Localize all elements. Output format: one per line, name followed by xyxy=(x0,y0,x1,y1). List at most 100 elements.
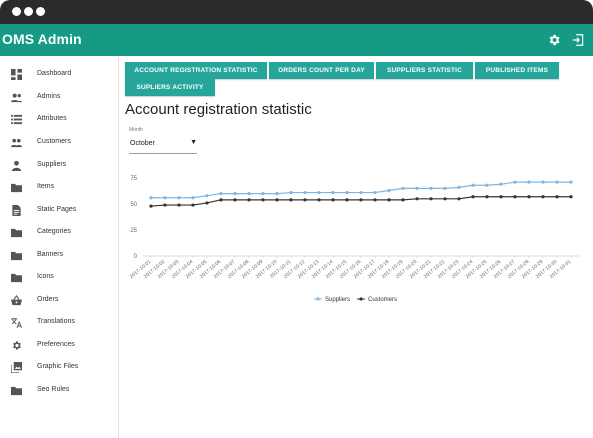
list-icon xyxy=(11,114,22,125)
month-select-value: October xyxy=(130,140,155,147)
sidebar-item-seo-rules[interactable]: Seo Rules xyxy=(0,380,118,402)
logout-icon[interactable] xyxy=(571,33,585,47)
sidebar-item-label: Categories xyxy=(37,228,71,235)
data-point-customers xyxy=(177,203,181,207)
data-point-suppliers xyxy=(303,190,307,195)
person-icon xyxy=(11,160,22,171)
data-point-customers xyxy=(219,198,223,202)
data-point-suppliers xyxy=(205,194,209,198)
data-point-suppliers xyxy=(415,186,419,190)
sidebar-item-label: Attributes xyxy=(37,115,67,122)
data-point-customers xyxy=(429,197,433,201)
data-point-suppliers xyxy=(513,180,517,184)
tab-suppliers-statistic[interactable]: SUPPLIERS STATISTIC xyxy=(376,62,473,79)
sidebar-item-label: Dashboard xyxy=(37,70,72,77)
data-point-customers xyxy=(191,203,195,207)
data-point-customers xyxy=(149,204,153,208)
sidebar-item-label: Items xyxy=(37,183,55,190)
y-tick-label: 0 xyxy=(134,254,138,260)
sidebar-item-banners[interactable]: Banners xyxy=(0,245,118,267)
customers-icon xyxy=(11,138,22,148)
data-point-suppliers xyxy=(191,196,195,200)
data-point-customers xyxy=(359,198,363,202)
data-point-customers xyxy=(401,198,405,202)
sidebar-item-preferences[interactable]: Preferences xyxy=(0,335,118,357)
sidebar-item-icons[interactable]: Icons xyxy=(0,267,118,289)
folder-icon xyxy=(11,228,22,238)
data-point-suppliers xyxy=(163,196,167,200)
window-maximize-dot[interactable] xyxy=(36,7,45,16)
data-point-suppliers xyxy=(555,180,559,184)
tab-published-items[interactable]: PUBLISHED ITEMS xyxy=(475,62,559,79)
window-minimize-dot[interactable] xyxy=(24,7,33,16)
data-point-suppliers xyxy=(233,192,237,196)
data-point-suppliers xyxy=(499,182,503,186)
data-point-suppliers xyxy=(443,186,447,190)
sidebar-item-translations[interactable]: Translations xyxy=(0,312,118,334)
sidebar-item-label: Customers xyxy=(37,138,71,145)
gear-icon[interactable] xyxy=(547,33,561,47)
series-line-suppliers xyxy=(151,181,571,199)
data-point-suppliers xyxy=(275,192,279,196)
admins-icon xyxy=(11,93,22,103)
window-close-dot[interactable] xyxy=(12,7,21,16)
document-icon xyxy=(12,205,21,216)
legend-swatch-marker xyxy=(359,297,363,301)
basket-icon xyxy=(11,295,22,306)
month-select[interactable]: October ▼ xyxy=(129,136,197,154)
data-point-customers xyxy=(317,198,321,202)
sidebar-item-label: Static Pages xyxy=(37,206,77,213)
tab-account-registration-statistic[interactable]: ACCOUNT REGISTRATION STATISTIC xyxy=(125,62,267,79)
folder-icon xyxy=(11,273,22,283)
sidebar-item-customers[interactable]: Customers xyxy=(0,132,118,154)
sidebar-item-categories[interactable]: Categories xyxy=(0,222,118,244)
sidebar-item-label: Translations xyxy=(37,318,75,325)
data-point-customers xyxy=(541,195,545,199)
app-title: OMS Admin xyxy=(2,31,82,47)
main-content: ACCOUNT REGISTRATION STATISTIC ORDERS CO… xyxy=(119,56,593,438)
data-point-suppliers xyxy=(471,183,475,187)
data-point-suppliers xyxy=(261,192,265,196)
data-point-suppliers xyxy=(317,190,321,195)
legend-label-suppliers: Suppliers xyxy=(325,297,350,303)
sidebar-item-static-pages[interactable]: Static Pages xyxy=(0,200,118,222)
tab-suppliers-activity[interactable]: SUPLIERS ACTIVITY xyxy=(125,79,215,96)
data-point-customers xyxy=(331,198,335,202)
data-point-customers xyxy=(471,195,475,199)
sidebar-item-label: Suppliers xyxy=(37,161,67,168)
data-point-customers xyxy=(415,197,419,201)
data-point-customers xyxy=(303,198,307,202)
registration-line-chart: 02550752017-10-012017-10-022017-10-03201… xyxy=(129,176,579,303)
data-point-customers xyxy=(485,195,489,199)
sidebar-item-dashboard[interactable]: Dashboard xyxy=(0,64,118,86)
data-point-suppliers xyxy=(457,185,461,189)
sidebar-item-admins[interactable]: Admins xyxy=(0,87,118,109)
data-point-suppliers xyxy=(541,180,545,184)
data-point-suppliers xyxy=(387,188,391,193)
sidebar-item-orders[interactable]: Orders xyxy=(0,290,118,312)
sidebar-item-label: Seo Rules xyxy=(37,386,70,393)
sidebar-item-label: Graphic Files xyxy=(37,363,79,370)
data-point-suppliers xyxy=(527,180,531,184)
data-point-suppliers xyxy=(373,190,377,195)
sidebar-item-attributes[interactable]: Attributes xyxy=(0,109,118,131)
data-point-suppliers xyxy=(401,186,405,190)
y-tick-label: 75 xyxy=(130,176,137,182)
sidebar-item-suppliers[interactable]: Suppliers xyxy=(0,155,118,177)
data-point-customers xyxy=(275,198,279,202)
chevron-down-icon: ▼ xyxy=(190,139,197,146)
translate-icon xyxy=(11,317,22,328)
data-point-customers xyxy=(527,195,531,199)
data-point-customers xyxy=(457,197,461,201)
data-point-customers xyxy=(163,203,167,207)
data-point-customers xyxy=(499,195,503,199)
data-point-customers xyxy=(345,198,349,202)
folder-icon xyxy=(11,183,22,193)
sidebar-item-items[interactable]: Items xyxy=(0,177,118,199)
sidebar-item-label: Preferences xyxy=(37,341,75,348)
data-point-customers xyxy=(443,197,447,201)
sidebar-item-graphic-files[interactable]: Graphic Files xyxy=(0,357,118,379)
data-point-customers xyxy=(261,198,265,202)
tab-orders-count-per-day[interactable]: ORDERS COUNT PER DAY xyxy=(269,62,374,79)
